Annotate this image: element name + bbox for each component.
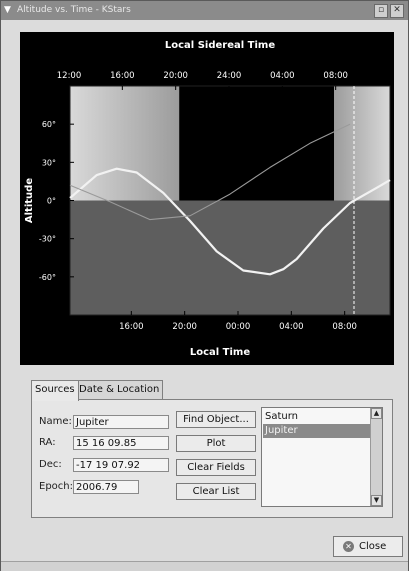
name-label: Name: — [39, 416, 72, 427]
object-list[interactable]: Saturn Jupiter ▲ ▼ — [261, 407, 383, 507]
y-tick-label: -60° — [39, 273, 56, 282]
window-bottom-edge — [1, 561, 408, 571]
title-bar[interactable]: ▼ Altitude vs. Time - KStars ▫ ✕ — [1, 1, 408, 20]
top-tick-label: 08:00 — [323, 71, 348, 81]
bottom-tick-label: 16:00 — [119, 322, 144, 332]
bottom-tick-label: 08:00 — [332, 322, 357, 332]
restore-icon[interactable]: ▫ — [374, 4, 388, 18]
y-tick-label: 0° — [47, 197, 56, 206]
ra-field[interactable]: 15 16 09.85 — [73, 436, 169, 450]
bottom-tick-label: 00:00 — [226, 322, 251, 332]
top-tick-label: 12:00 — [57, 71, 82, 81]
clear-list-button[interactable]: Clear List — [176, 483, 256, 500]
chevron-down-icon[interactable]: ▼ — [4, 5, 11, 15]
close-icon[interactable]: ✕ — [390, 4, 404, 18]
top-tick-label: 24:00 — [217, 71, 242, 81]
plot-button[interactable]: Plot — [176, 435, 256, 452]
y-tick-label: 30° — [42, 158, 56, 167]
dec-field[interactable]: -17 19 07.92 — [73, 458, 169, 472]
dec-label: Dec: — [39, 459, 62, 470]
top-axis-label: Local Sidereal Time — [165, 40, 275, 51]
bottom-tick-label: 20:00 — [172, 322, 197, 332]
tab-sources-label: Sources — [35, 384, 75, 395]
scroll-down-icon[interactable]: ▼ — [371, 495, 382, 506]
scroll-up-icon[interactable]: ▲ — [371, 408, 382, 419]
close-button[interactable]: ✕ Close — [333, 536, 403, 557]
top-tick-label: 16:00 — [110, 71, 135, 81]
clear-fields-button[interactable]: Clear Fields — [176, 459, 256, 476]
altitude-plot-panel: Local Sidereal Time 12:00 16:00 20:00 24:00 0… — [20, 32, 394, 365]
window-title: Altitude vs. Time - KStars — [17, 5, 131, 15]
series-line-jupiter — [69, 167, 391, 276]
tab-date-location[interactable]: Date & Location — [75, 380, 164, 399]
find-object-button[interactable]: Find Object... — [176, 411, 256, 428]
list-item-jupiter[interactable]: Jupiter — [263, 424, 371, 438]
name-field[interactable]: Jupiter — [73, 415, 169, 429]
close-circle-icon: ✕ — [343, 541, 354, 552]
list-item-saturn[interactable]: Saturn — [265, 411, 299, 422]
top-tick-label: 04:00 — [270, 71, 295, 81]
bottom-tick-label: 04:00 — [279, 322, 304, 332]
close-button-label: Close — [359, 541, 387, 552]
tab-sources[interactable]: Sources — [31, 380, 79, 401]
top-tick-label: 20:00 — [163, 71, 188, 81]
list-scrollbar[interactable]: ▲ ▼ — [370, 408, 382, 506]
altitude-plot: Local Sidereal Time 12:00 16:00 20:00 24:00 0… — [24, 40, 391, 358]
epoch-label: Epoch: — [39, 481, 73, 492]
ra-label: RA: — [39, 437, 56, 448]
y-axis-label: Altitude — [24, 178, 35, 223]
x-axis-label: Local Time — [190, 347, 250, 358]
below-horizon-area — [70, 200, 390, 315]
y-tick-label: 60° — [42, 120, 56, 129]
tab-date-location-label: Date & Location — [79, 384, 160, 395]
y-tick-label: -30° — [39, 235, 56, 244]
series-line-saturn — [69, 123, 351, 221]
epoch-field[interactable]: 2006.79 — [73, 480, 139, 494]
